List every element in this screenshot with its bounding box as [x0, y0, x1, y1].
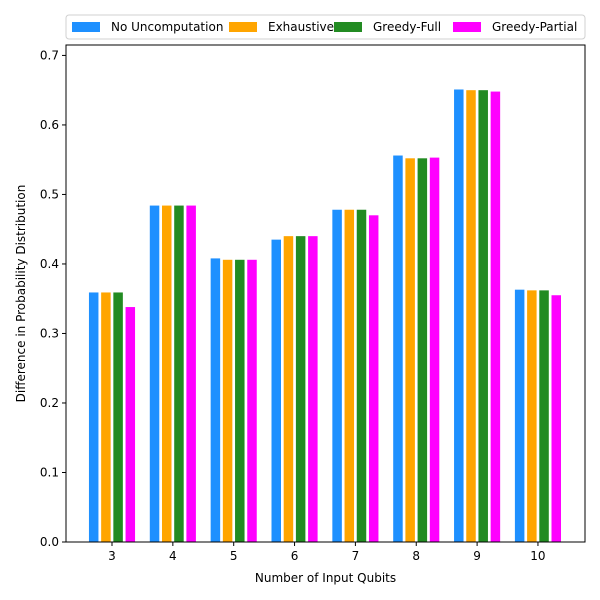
- y-tick-label: 0.2: [40, 396, 59, 410]
- bar-no-uncomputation-7: [332, 209, 342, 543]
- bar-greedy-partial-9: [490, 91, 501, 542]
- bar-exhaustive-4: [162, 205, 172, 542]
- bar-greedy-full-6: [295, 236, 306, 542]
- x-tick-label: 7: [352, 549, 360, 563]
- bar-no-uncomputation-5: [210, 258, 221, 542]
- y-tick-label: 0.1: [40, 465, 59, 479]
- bar-greedy-partial-7: [368, 215, 379, 543]
- x-tick-label: 9: [473, 549, 481, 563]
- bar-exhaustive-3: [101, 292, 111, 542]
- bar-exhaustive-9: [466, 90, 476, 543]
- bar-exhaustive-7: [344, 209, 355, 543]
- x-tick-label: 6: [291, 549, 299, 563]
- x-axis-label: Number of Input Qubits: [255, 571, 396, 585]
- bar-no-uncomputation-4: [149, 205, 160, 542]
- bar-exhaustive-6: [283, 236, 294, 542]
- bar-greedy-partial-10: [551, 295, 561, 542]
- bar-greedy-full-4: [174, 205, 184, 542]
- bar-greedy-full-8: [417, 158, 428, 543]
- bars-group: [88, 89, 561, 543]
- x-tick-label: 4: [169, 549, 177, 563]
- bar-exhaustive-8: [405, 158, 415, 543]
- legend-entry-label: Greedy-Partial: [492, 20, 577, 34]
- y-tick-label: 0.7: [40, 48, 59, 62]
- bar-no-uncomputation-9: [454, 89, 464, 543]
- bar-no-uncomputation-10: [514, 289, 525, 542]
- legend: No Uncomputation Exhaustive Greedy-Full Gre…: [65, 14, 586, 40]
- y-axis-ticks: 0.0 0.1 0.2 0.3 0.4 0.5 0.6 0.7: [40, 48, 66, 549]
- legend-entry-label: Greedy-Full: [373, 20, 441, 34]
- legend-entry-label: Exhaustive: [268, 20, 334, 34]
- x-tick-label: 5: [230, 549, 238, 563]
- x-axis-ticks: 3 4 5 6 7 8 9 10: [108, 542, 546, 563]
- y-axis-label: Difference in Probability Distribution: [14, 185, 28, 403]
- y-tick-label: 0.4: [40, 257, 59, 271]
- y-tick-label: 0.6: [40, 118, 59, 132]
- y-tick-label: 0.0: [40, 535, 59, 549]
- legend-box: [65, 14, 586, 40]
- bar-greedy-partial-6: [308, 236, 318, 542]
- bar-exhaustive-5: [222, 259, 233, 542]
- legend-swatch: [334, 22, 362, 32]
- bar-greedy-partial-8: [429, 157, 440, 543]
- legend-entry-label: No Uncomputation: [111, 20, 223, 34]
- bar-greedy-full-9: [478, 90, 488, 543]
- x-tick-label: 10: [530, 549, 545, 563]
- y-tick-label: 0.3: [40, 326, 59, 340]
- bar-greedy-partial-4: [186, 205, 196, 542]
- bar-greedy-full-10: [539, 290, 549, 542]
- bar-greedy-full-5: [235, 259, 245, 542]
- x-tick-label: 3: [108, 549, 116, 563]
- bar-greedy-partial-5: [247, 259, 257, 542]
- legend-swatch: [72, 22, 100, 32]
- bar-greedy-full-3: [113, 292, 123, 542]
- bar-greedy-partial-3: [125, 307, 136, 542]
- bar-no-uncomputation-6: [271, 239, 281, 542]
- x-tick-label: 8: [412, 549, 420, 563]
- legend-swatch: [229, 22, 257, 32]
- bar-no-uncomputation-3: [88, 292, 99, 542]
- plot-frame: [65, 44, 586, 543]
- legend-swatch: [453, 22, 481, 32]
- bar-exhaustive-10: [527, 290, 537, 542]
- y-tick-label: 0.5: [40, 187, 59, 201]
- bar-no-uncomputation-8: [393, 155, 403, 542]
- bar-greedy-full-7: [356, 209, 367, 543]
